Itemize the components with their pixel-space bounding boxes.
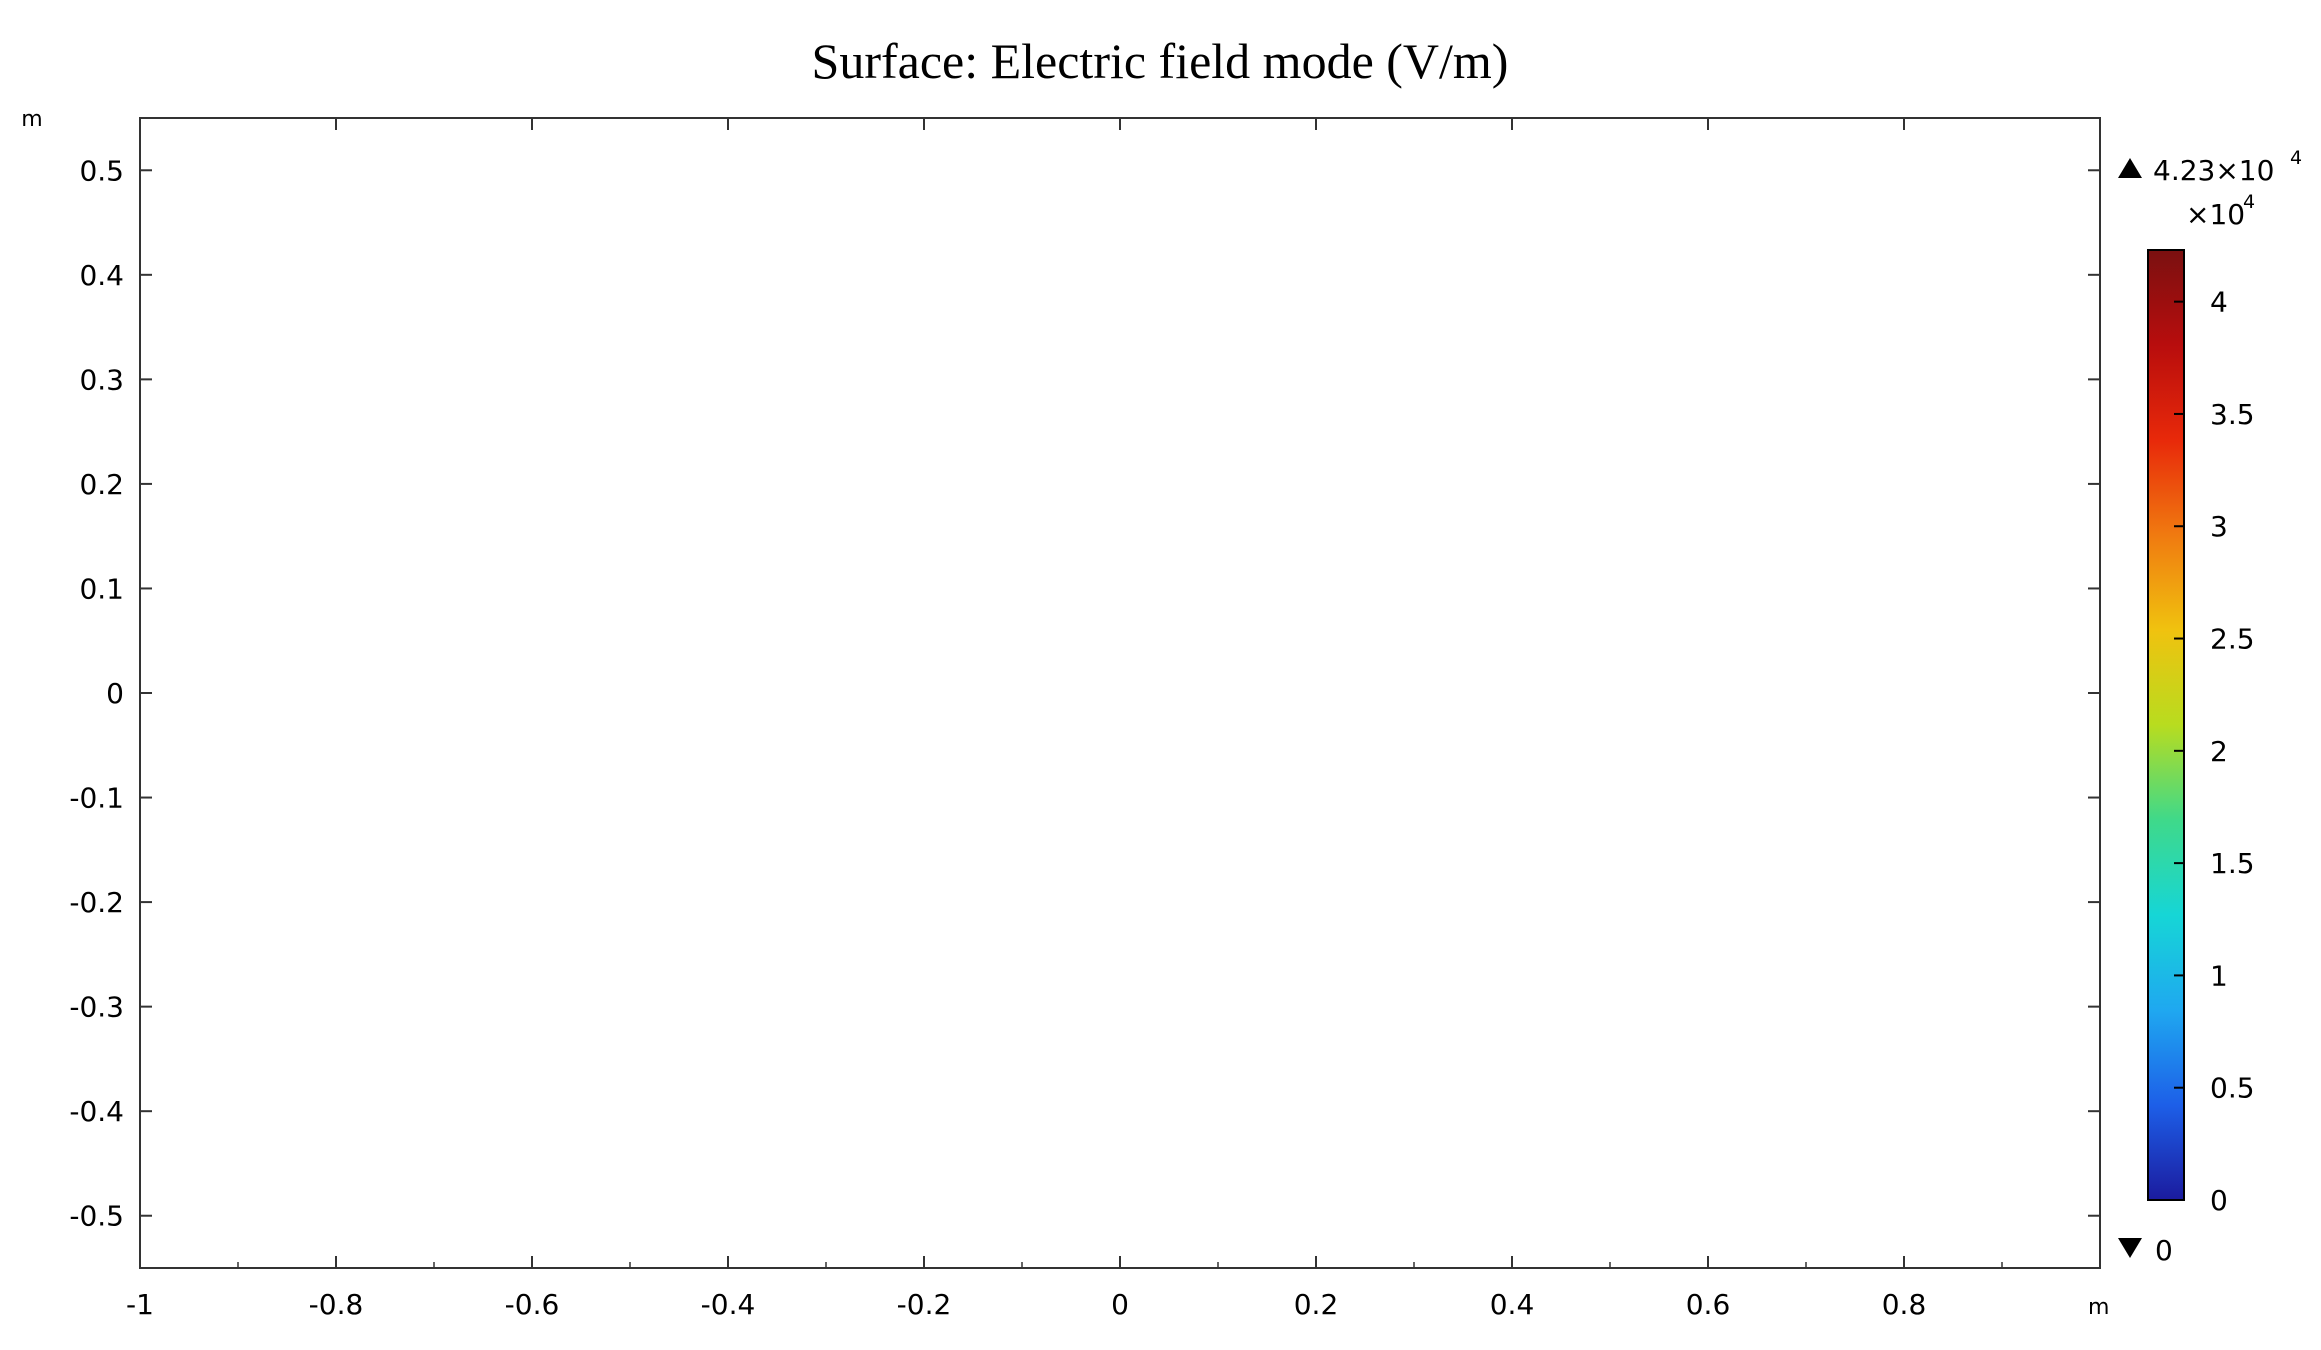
colorbar-scale-label: ×10 (2186, 198, 2245, 231)
colorbar-tick-label: 4 (2210, 286, 2228, 319)
y-tick-label: 0 (106, 677, 124, 710)
x-tick-label: 0.4 (1490, 1288, 1535, 1321)
x-tick-label: 0.2 (1294, 1288, 1339, 1321)
colorbar-scale-exponent: 4 (2243, 191, 2255, 213)
max-triangle-icon (2118, 158, 2142, 178)
x-tick-label: -0.8 (309, 1288, 364, 1321)
colorbar-tick-label: 3.5 (2210, 398, 2255, 431)
chart-title: Surface: Electric field mode (V/m) (812, 33, 1509, 89)
y-tick-label: -0.5 (69, 1200, 124, 1233)
colorbar-tick-label: 0 (2210, 1184, 2228, 1217)
x-axis-unit: m (2088, 1295, 2109, 1320)
min-triangle-icon (2118, 1238, 2142, 1258)
y-tick-label: -0.1 (69, 782, 124, 815)
y-tick-label: 0.4 (79, 259, 124, 292)
y-tick-label: -0.3 (69, 991, 124, 1024)
x-tick-label: -1 (126, 1288, 154, 1321)
axes: -1 -0.8 -0.6 -0.4 -0.2 0 0.2 0.4 0.6 0.8 m0.50.40.… (21, 107, 2109, 1321)
x-tick-label: 0.8 (1882, 1288, 1927, 1321)
colorbar-tick-label: 0.5 (2210, 1072, 2255, 1105)
y-tick-label: 0.5 (79, 154, 124, 187)
y-tick-label: 0.2 (79, 468, 124, 501)
x-tick-label: -0.6 (505, 1288, 560, 1321)
colorbar-max-exponent: 4 (2290, 147, 2302, 169)
colorbar-tick-label: 1.5 (2210, 847, 2255, 880)
x-tick-label: 0 (1111, 1288, 1129, 1321)
colorbar-tick-label: 2 (2210, 735, 2228, 768)
y-tick-label: 0.1 (79, 572, 124, 605)
x-axis: -1 -0.8 -0.6 -0.4 -0.2 0 0.2 0.4 0.6 0.8 m (126, 118, 2109, 1321)
colorbar-gradient (2147, 249, 2185, 1201)
y-tick-label: 0.3 (79, 363, 124, 396)
y-axis-unit: m (21, 107, 42, 132)
colorbar-tick-label: 1 (2210, 959, 2228, 992)
y-tick-label: -0.2 (69, 886, 124, 919)
y-axis: 0.5 0.4 0.3 0.2 0.1 0 -0.1 -0.2 -0.3 -0.4 -0.5 m (21, 107, 2100, 1233)
colorbar-tick-label: 2.5 (2210, 623, 2255, 656)
colorbar-tick-label: 3 (2210, 510, 2228, 543)
colorbar-max-label: 4.23×10 (2153, 154, 2274, 187)
axes-frame (139, 117, 2101, 1269)
colorbar-min-label: 0 (2155, 1234, 2173, 1267)
x-tick-label: -0.2 (897, 1288, 952, 1321)
x-tick-label: -0.4 (701, 1288, 756, 1321)
x-tick-label: 0.6 (1686, 1288, 1731, 1321)
y-tick-label: -0.4 (69, 1095, 124, 1128)
